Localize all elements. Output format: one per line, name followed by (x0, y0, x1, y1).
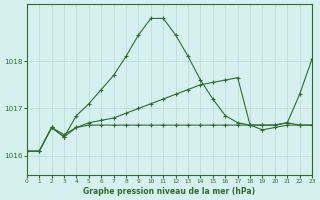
X-axis label: Graphe pression niveau de la mer (hPa): Graphe pression niveau de la mer (hPa) (84, 187, 256, 196)
